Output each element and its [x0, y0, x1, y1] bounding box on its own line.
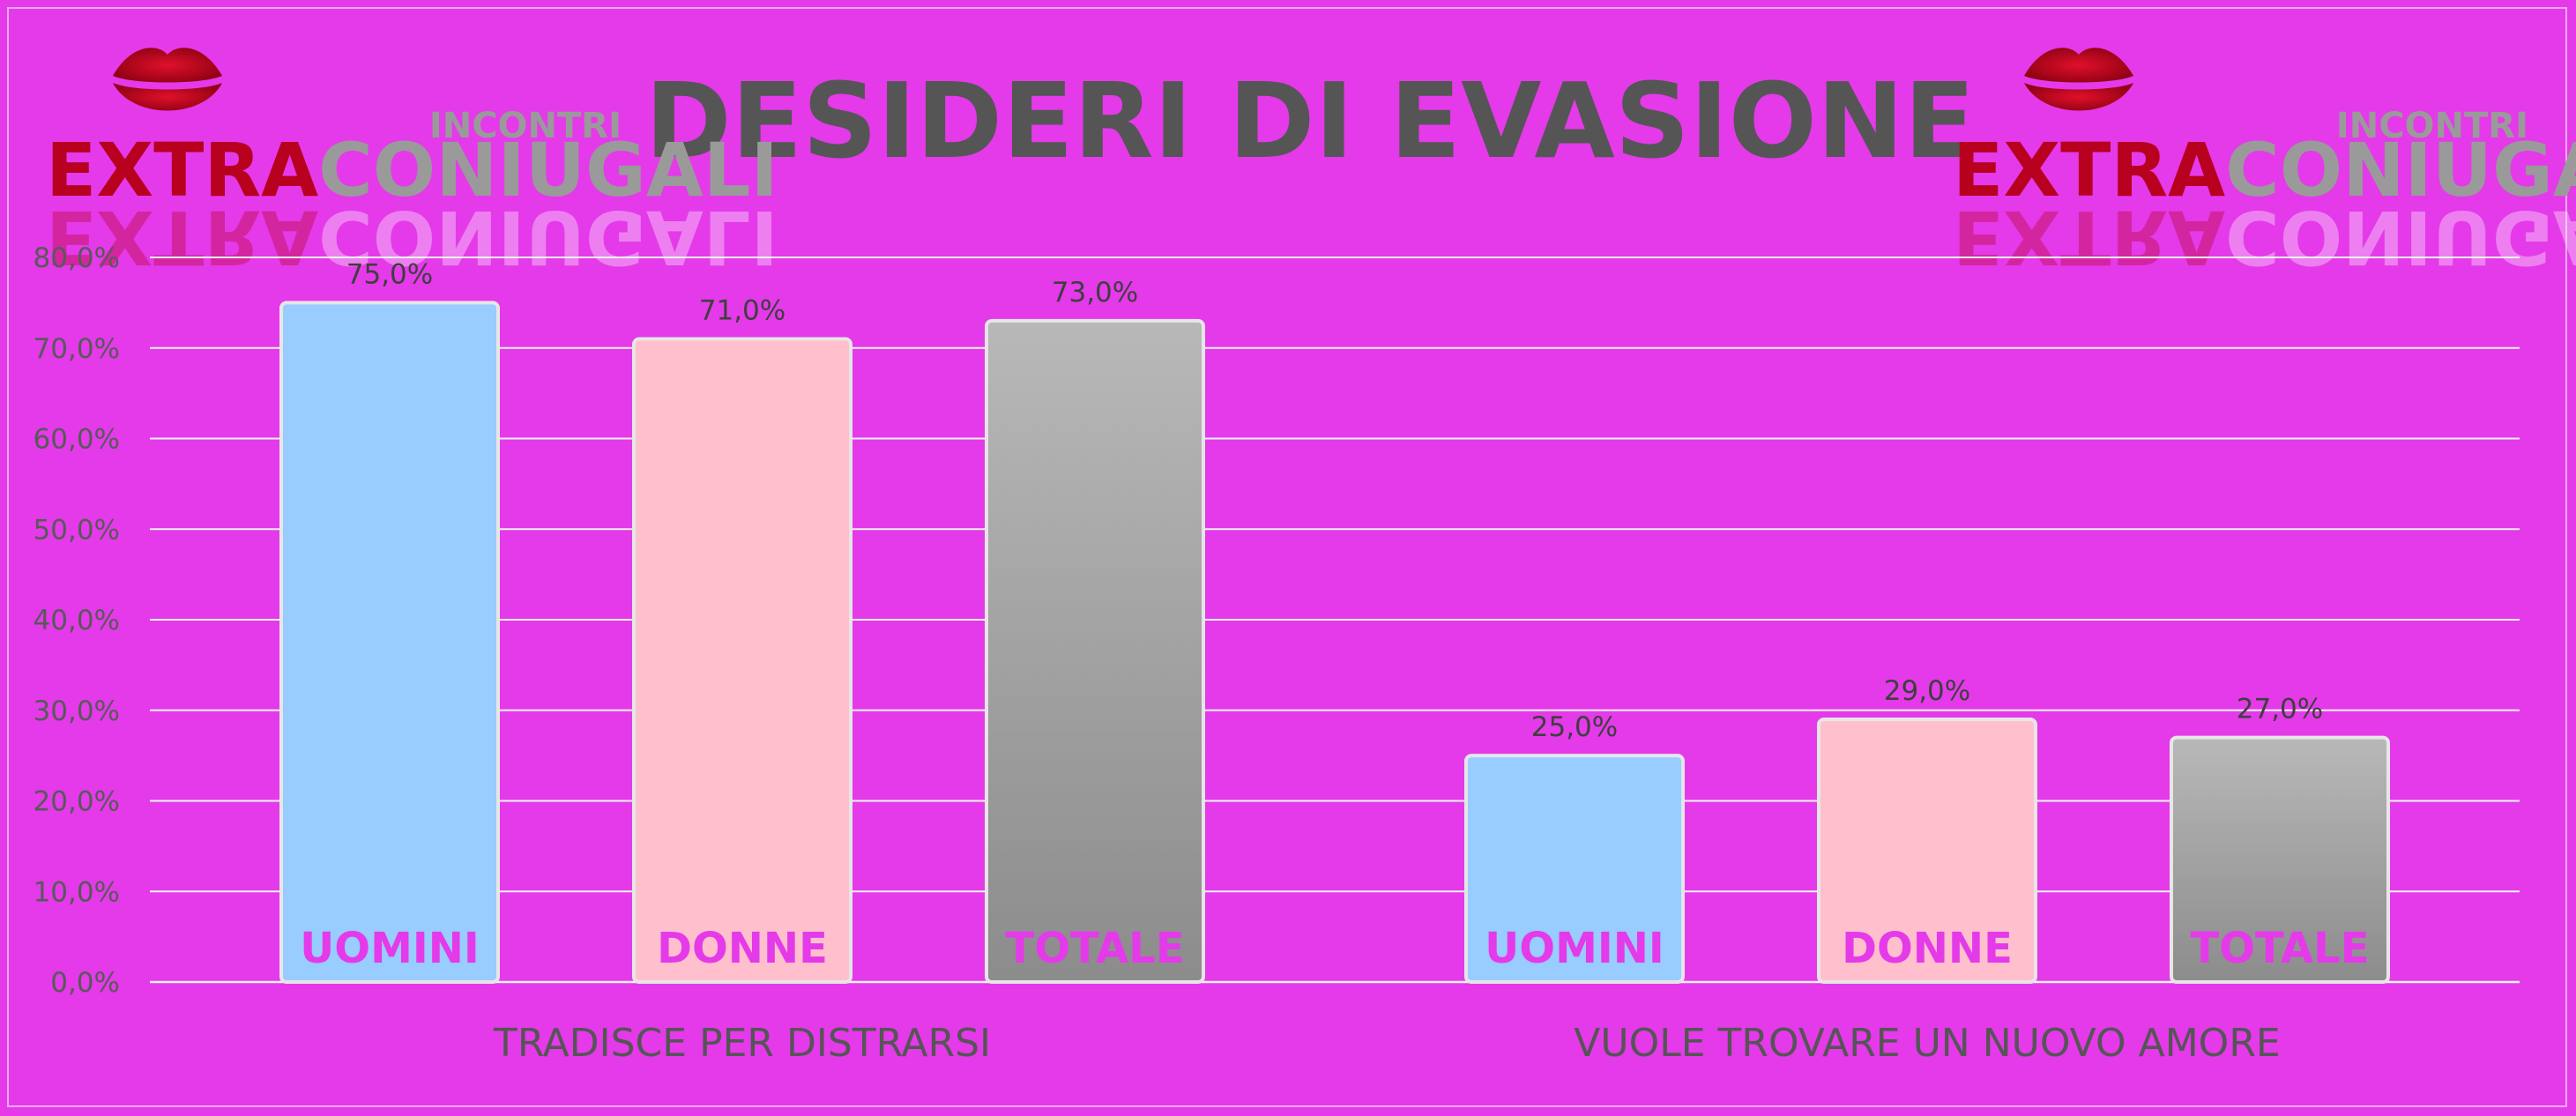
x-category-label: VUOLE TROVARE UN NUOVO AMORE [1574, 1021, 2280, 1066]
bar [985, 318, 1205, 984]
series-label: TOTALE [2190, 924, 2369, 973]
y-tick-label: 0,0% [50, 967, 120, 999]
logo-wordmark: EXTRACONIUGALI [46, 127, 778, 213]
y-tick-label: 80,0% [34, 242, 120, 274]
data-label: 25,0% [1531, 711, 1618, 743]
logo-small-text: INCONTRI [2336, 106, 2528, 146]
y-tick-label: 60,0% [34, 424, 120, 456]
x-axis: TRADISCE PER DISTRARSI VUOLE TROVARE UN N… [493, 1021, 2281, 1066]
bar [1464, 754, 1685, 984]
y-tick-label: 20,0% [34, 786, 120, 818]
data-label: 73,0% [1052, 277, 1138, 309]
bar [279, 301, 500, 984]
bar [2170, 735, 2390, 984]
series-label: DONNE [657, 924, 828, 973]
data-label: 27,0% [2237, 694, 2323, 725]
bar [1817, 718, 2037, 985]
series-label: TOTALE [1005, 924, 1184, 973]
logo-small-text: INCONTRI [429, 106, 622, 146]
lips-icon [113, 48, 222, 111]
series-label: UOMINI [1485, 924, 1664, 973]
grid [150, 257, 2520, 984]
bar [632, 337, 852, 985]
y-tick-label: 10,0% [34, 876, 120, 908]
logo-wordmark: EXTRACONIUGALI [1953, 127, 2576, 213]
data-label: 71,0% [699, 294, 785, 326]
bars: 75,0% UOMINI 71,0% DONNE 73,0% TOTALE 25,0% UOM… [279, 258, 2390, 985]
y-tick-label: 70,0% [34, 333, 120, 365]
data-label: 75,0% [346, 258, 433, 290]
y-tick-label: 40,0% [34, 605, 120, 636]
y-tick-label: 50,0% [34, 514, 120, 546]
x-category-label: TRADISCE PER DISTRARSI [493, 1021, 991, 1066]
lips-icon [2024, 48, 2133, 111]
series-label: UOMINI [300, 924, 479, 973]
chart-title: DESIDERI DI EVASIONE [645, 60, 1976, 182]
y-tick-label: 30,0% [34, 696, 120, 727]
chart-frame [7, 7, 2567, 1107]
logo-wordmark-reflection: EXTRACONIUGALI [46, 194, 778, 280]
series-label: DONNE [1842, 924, 2013, 973]
logo-wordmark-reflection: EXTRACONIUGALI [1953, 194, 2576, 280]
y-axis: 0,0% 10,0% 20,0% 30,0% 40,0% 50,0% 60,0% 70,0% 8… [34, 242, 120, 999]
logo-left: INCONTRI EXTRACONIUGALI EXTRACONIUGALI [46, 48, 778, 280]
data-label: 29,0% [1884, 675, 1970, 707]
logo-right: INCONTRI EXTRACONIUGALI EXTRACONIUGALI [1953, 48, 2576, 280]
